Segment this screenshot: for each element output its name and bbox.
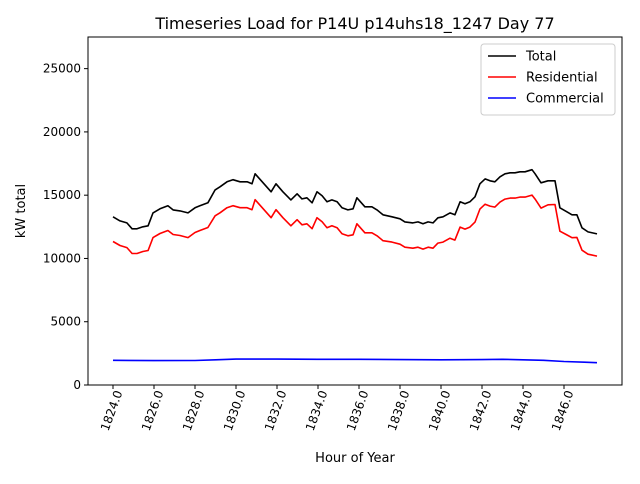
x-tick-label: 1842.0	[467, 388, 495, 432]
series-line-residential	[112, 194, 598, 257]
chart-title: Timeseries Load for P14U p14uhs18_1247 D…	[154, 14, 554, 34]
x-tick-label: 1846.0	[549, 388, 577, 432]
x-tick-label: 1826.0	[139, 388, 167, 432]
y-tick-label: 5000	[50, 315, 81, 329]
x-tick-label: 1838.0	[385, 388, 413, 432]
y-tick-label: 10000	[43, 251, 81, 265]
y-tick-label: 25000	[43, 62, 81, 76]
axes-frame	[87, 36, 623, 386]
y-axis-label: kW total	[14, 184, 29, 238]
plot-area	[112, 168, 598, 364]
legend-label-commercial: Commercial	[526, 92, 604, 107]
y-tick-label: 15000	[43, 188, 81, 202]
series-line-commercial	[112, 358, 598, 364]
x-tick-label: 1824.0	[98, 388, 126, 432]
x-tick-label: 1844.0	[508, 388, 536, 432]
y-tick-label: 0	[73, 378, 81, 392]
legend: Total Residential Commercial	[480, 43, 616, 116]
x-tick-label: 1830.0	[221, 388, 249, 432]
y-tick-label: 20000	[43, 125, 81, 139]
x-tick-label: 1834.0	[303, 388, 331, 432]
x-tick-label: 1828.0	[180, 388, 208, 432]
x-tick-label: 1832.0	[262, 388, 290, 432]
x-axis-label: Hour of Year	[315, 451, 395, 466]
legend-label-total: Total	[525, 50, 556, 65]
x-tick-label: 1836.0	[344, 388, 372, 432]
series-line-total	[112, 168, 598, 235]
x-tick-label: 1840.0	[426, 388, 454, 432]
legend-label-residential: Residential	[526, 71, 598, 86]
